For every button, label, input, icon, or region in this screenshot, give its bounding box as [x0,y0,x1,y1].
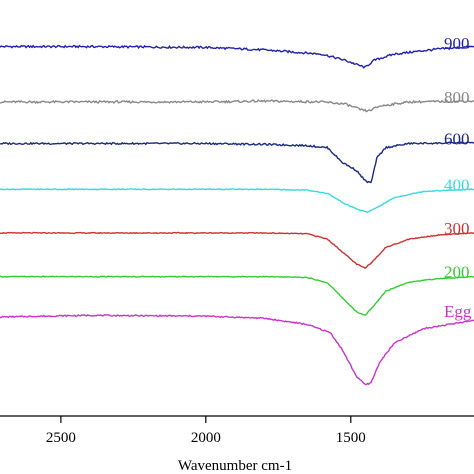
series-label-900: 900 [444,34,470,53]
series-line-egg [0,314,474,386]
series-label-600: 600 [444,130,470,149]
x-tick-label: 2000 [191,430,221,446]
series-label-300: 300 [444,219,470,238]
series-line-400 [0,188,474,214]
series-label-400: 400 [444,175,470,194]
x-axis-title: Wavenumber cm-1 [178,458,292,474]
series-line-600 [0,141,474,184]
series-line-300 [0,231,474,270]
series-label-200: 200 [444,263,470,282]
series-layer [0,44,474,386]
x-tick-label: 1500 [336,430,366,446]
series-labels: 900 800 600 400 300 200 Egg [444,34,472,321]
series-label-800: 800 [444,88,470,107]
series-line-200 [0,275,474,316]
series-line-900 [0,44,474,69]
x-ticks: 2500 2000 1500 [46,416,366,446]
series-line-800 [0,99,474,113]
x-tick-label: 2500 [46,430,76,446]
series-label-egg: Egg [444,302,472,321]
